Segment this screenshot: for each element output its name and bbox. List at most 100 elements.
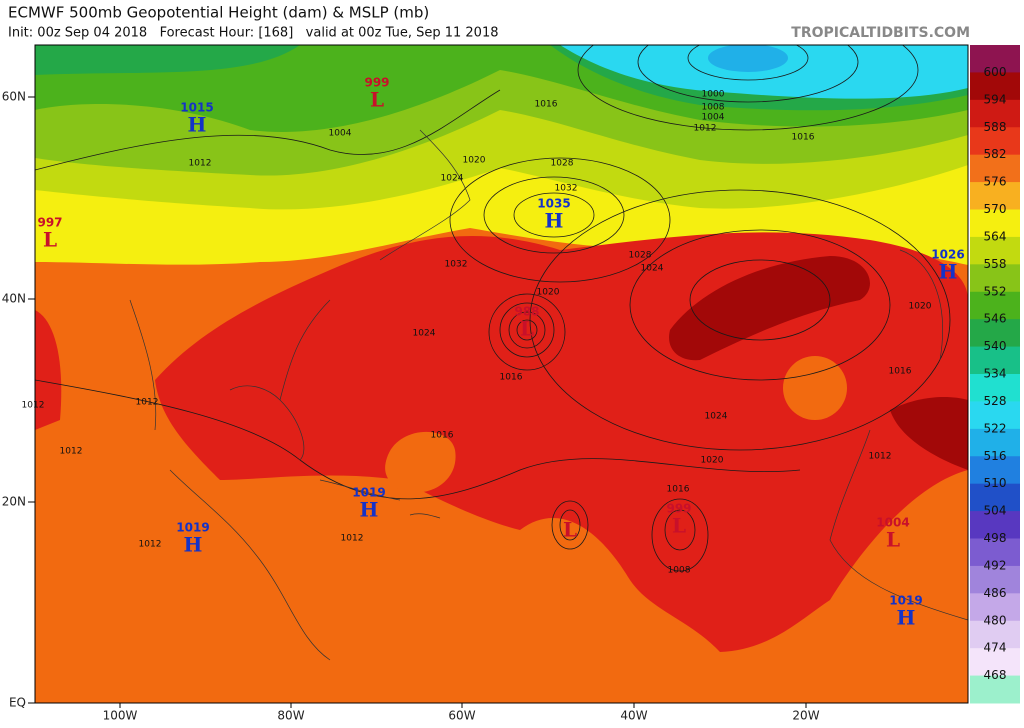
contour-label: 1008 [702,103,725,113]
colorbar-label: 600 [984,65,1007,79]
contour-label: 1032 [555,184,578,194]
lon-label: 100W [103,709,138,723]
contour-label: 1028 [629,251,652,261]
contour-label: 1012 [136,398,159,408]
colorbar-band [970,154,1020,183]
colorbar-label: 570 [984,202,1007,216]
contour-label: 1020 [463,156,486,166]
contour-label: 1016 [535,100,558,110]
contour-label: 1016 [431,431,454,441]
colorbar-band [970,45,1020,73]
colorbar-label: 582 [984,147,1007,161]
contour-label: 1012 [139,540,162,550]
center-letter: L [520,317,534,341]
colorbar-label: 576 [984,175,1007,189]
center-value: 997 [37,216,62,230]
colorbar-label: 564 [984,229,1007,243]
subtitle: Init: 00z Sep 04 2018 Forecast Hour: [16… [8,26,499,41]
contour-label: 1020 [701,456,724,466]
colorbar-band [970,428,1020,457]
center-letter: L [886,528,900,552]
center-value: 1026 [931,248,964,262]
center-value: 1019 [176,521,209,535]
center-value: 999 [364,76,389,90]
colorbar-band [970,264,1020,293]
center-value: 1015 [180,101,213,115]
lon-label: 60W [448,709,475,723]
colorbar-band [970,319,1020,348]
center-letter: H [545,209,564,233]
center-value: 1019 [889,594,922,608]
contour-label: 1012 [694,124,717,134]
colorbar-band [970,401,1020,430]
colorbar-band [970,346,1020,375]
colorbar-band [970,374,1020,402]
colorbar-label: 498 [984,531,1007,545]
center-letter: H [360,498,379,522]
colorbar-label: 594 [984,92,1007,106]
center-letter: H [897,606,916,630]
contour-label: 1012 [189,159,212,169]
lat-label: 60N [2,90,26,104]
colorbar-label: 480 [984,613,1007,627]
title: ECMWF 500mb Geopotential Height (dam) & … [8,4,429,22]
contour-label: 1024 [641,264,664,274]
credit: TROPICALTIDBITS.COM [791,25,970,41]
center-letter: L [43,228,57,252]
colorbar-band [970,565,1020,594]
contour-label: 1012 [869,452,892,462]
contour-label: 1012 [60,447,83,457]
contour-label: 1020 [909,302,932,312]
colorbar-label: 492 [984,558,1007,572]
lat-label: EQ [9,696,26,710]
lon-label: 80W [277,709,304,723]
contour-label: 1024 [413,329,436,339]
colorbar-band [970,648,1020,677]
colorbar-band [970,483,1020,512]
colorbar-band [970,675,1020,704]
contour-label: 1012 [341,534,364,544]
lat-label: 20N [2,495,26,509]
contour-label: 1016 [667,485,690,495]
contour-label: 1016 [889,367,912,377]
contour-label: 1000 [702,90,725,100]
colorbar-label: 510 [984,476,1007,490]
colorbar-band [970,538,1020,567]
colorbar-band [970,593,1020,622]
colorbar-band [970,236,1020,265]
contour-label: 1024 [441,174,464,184]
colorbar-label: 552 [984,284,1007,298]
colorbar-label: 516 [984,449,1007,463]
contour-label: 1004 [702,113,725,123]
colorbar-band [970,511,1020,539]
colorbar-label: 528 [984,394,1007,408]
center-letter: L [563,518,577,542]
center-value: 1019 [352,486,385,500]
colorbar-label: 534 [984,367,1007,381]
center-value: 988 [514,305,539,319]
map [35,45,968,703]
colorbar-band [970,456,1020,485]
contour-label: 1032 [445,260,468,270]
colorbar-band [970,291,1020,320]
map-frame [34,44,969,704]
colorbar-band [970,182,1020,210]
colorbar-band [970,72,1020,101]
colorbar-label: 546 [984,312,1007,326]
center-letter: L [672,514,686,538]
contour-label: 1016 [500,373,523,383]
colorbar-label: 558 [984,257,1007,271]
contour-label: 1028 [551,159,574,169]
center-letter: L [370,88,384,112]
center-value: 1004 [876,516,909,530]
colorbar-label: 588 [984,120,1007,134]
center-letter: H [188,113,207,137]
center-letter: H [939,260,958,284]
lat-label: 40N [2,292,26,306]
colorbar-label: 486 [984,586,1007,600]
colorbar-band [970,620,1020,649]
colorbar-label: 504 [984,504,1007,518]
center-value: 1035 [537,197,570,211]
contour-label: 1008 [668,566,691,576]
